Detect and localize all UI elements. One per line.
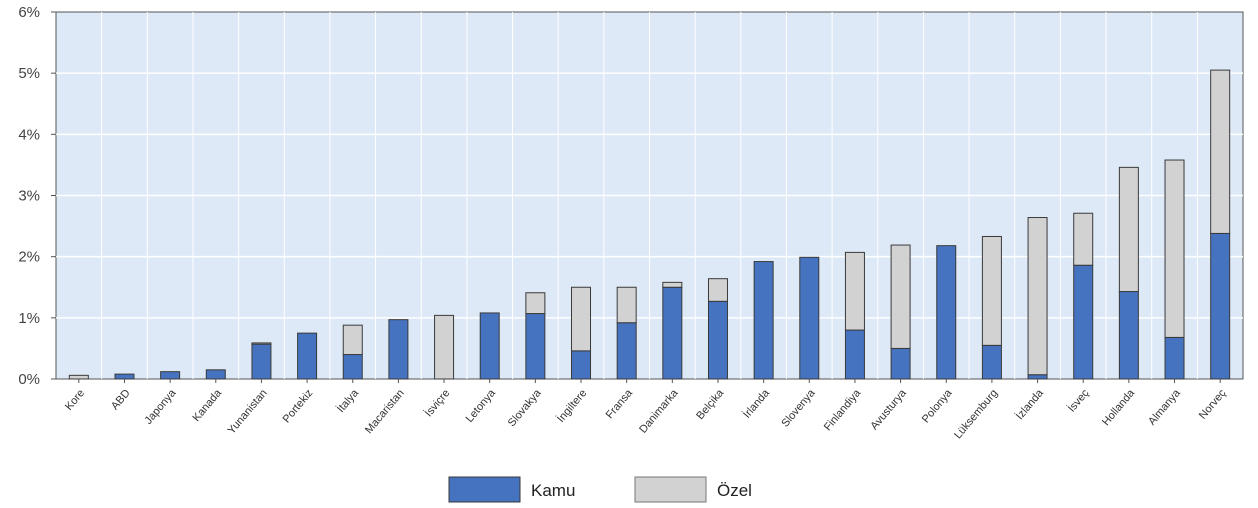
bar-kamu-13 xyxy=(662,286,683,380)
x-tick-label: Macaristan xyxy=(363,387,407,436)
bar--zel-23 xyxy=(1118,166,1139,293)
x-tick-label: Almanya xyxy=(1146,387,1183,428)
bar--zel-20 xyxy=(981,235,1002,346)
bar--zel-12 xyxy=(616,286,637,324)
x-tick-label: Danimarka xyxy=(637,387,681,436)
bar--zel-13 xyxy=(662,281,683,288)
x-tick-label: Letonya xyxy=(464,387,499,425)
bar-kamu-9 xyxy=(479,312,500,380)
x-tick-label: Avusturya xyxy=(868,387,909,433)
x-tick-label: İrlanda xyxy=(740,386,772,421)
legend: Kamu Özel xyxy=(448,476,752,503)
bar--zel-22 xyxy=(1073,212,1094,266)
bar-kamu-5 xyxy=(297,332,318,380)
bar-kamu-25 xyxy=(1210,232,1231,380)
x-tick-label: Polonya xyxy=(920,387,955,426)
x-axis: Kore ABD Japonya Kanada Yunanistan Portekiz İt… xyxy=(63,379,1229,441)
y-tick-label: 1% xyxy=(18,310,40,327)
x-tick-label: ABD xyxy=(109,387,133,412)
bar--zel-0 xyxy=(68,374,89,380)
bars xyxy=(68,69,1231,380)
x-tick-label: Norveç xyxy=(1197,387,1229,422)
bar--zel-14 xyxy=(707,278,728,302)
bar-kamu-10 xyxy=(525,313,546,380)
y-tick-label: 5% xyxy=(18,65,40,82)
bar-kamu-21 xyxy=(1027,374,1048,380)
bar-kamu-1 xyxy=(114,373,135,380)
bar-kamu-3 xyxy=(205,369,226,380)
y-tick-label: 2% xyxy=(18,249,40,266)
bar-kamu-15 xyxy=(753,261,774,380)
bar-kamu-19 xyxy=(936,245,957,380)
bar--zel-6 xyxy=(342,324,363,356)
y-tick-label: 4% xyxy=(18,126,40,143)
y-tick-label: 3% xyxy=(18,188,40,205)
bar-kamu-4 xyxy=(251,343,272,380)
y-axis: 0% 1% 2% 3% 4% 5% 6% xyxy=(18,4,56,388)
bar--zel-24 xyxy=(1164,159,1185,338)
legend-swatch-kamu xyxy=(448,476,521,503)
x-tick-label: Portekiz xyxy=(281,387,316,425)
x-tick-label: İngiltere xyxy=(554,387,589,425)
x-tick-label: Belçika xyxy=(694,387,727,423)
x-tick-label: İsviçre xyxy=(422,387,452,420)
legend-label-ozel: Özel xyxy=(717,481,752,500)
bar--zel-4 xyxy=(251,342,272,345)
x-tick-label: İzlanda xyxy=(1013,386,1046,422)
bar--zel-10 xyxy=(525,292,546,315)
bar-kamu-14 xyxy=(707,300,728,380)
bar-kamu-20 xyxy=(981,344,1002,380)
bar-kamu-22 xyxy=(1073,264,1094,380)
y-tick-label: 6% xyxy=(18,4,40,21)
x-tick-label: Kore xyxy=(63,387,87,413)
bar-kamu-2 xyxy=(160,371,181,380)
x-tick-label: Finlandiya xyxy=(822,387,864,434)
y-tick-label: 0% xyxy=(18,371,40,388)
x-tick-label: Japonya xyxy=(143,387,179,427)
x-tick-label: Lüksemburg xyxy=(952,387,1000,441)
x-tick-label: Slovenya xyxy=(779,387,818,430)
legend-label-kamu: Kamu xyxy=(531,481,575,500)
x-tick-label: Yunanistan xyxy=(226,387,270,436)
bar-kamu-12 xyxy=(616,322,637,380)
bar--zel-25 xyxy=(1210,69,1231,234)
x-tick-label: İsveç xyxy=(1065,386,1092,414)
bar-kamu-11 xyxy=(571,350,592,380)
bar-kamu-17 xyxy=(844,329,865,380)
bar--zel-8 xyxy=(434,314,455,380)
x-tick-label: Hollanda xyxy=(1100,387,1138,429)
bar--zel-18 xyxy=(890,244,911,349)
bar-kamu-18 xyxy=(890,347,911,380)
bar-kamu-6 xyxy=(342,354,363,380)
bar--zel-11 xyxy=(571,286,592,352)
bar--zel-21 xyxy=(1027,217,1048,376)
x-tick-label: Slovakya xyxy=(506,387,544,430)
bar-kamu-16 xyxy=(799,256,820,380)
bar--zel-17 xyxy=(844,251,865,331)
bar-kamu-7 xyxy=(388,319,409,380)
x-tick-label: Fransa xyxy=(604,387,636,422)
x-tick-label: İtalya xyxy=(334,386,361,415)
x-tick-label: Kanada xyxy=(191,387,225,424)
bar-kamu-24 xyxy=(1164,336,1185,380)
legend-swatch-ozel xyxy=(634,476,707,503)
bar-kamu-23 xyxy=(1118,291,1139,380)
